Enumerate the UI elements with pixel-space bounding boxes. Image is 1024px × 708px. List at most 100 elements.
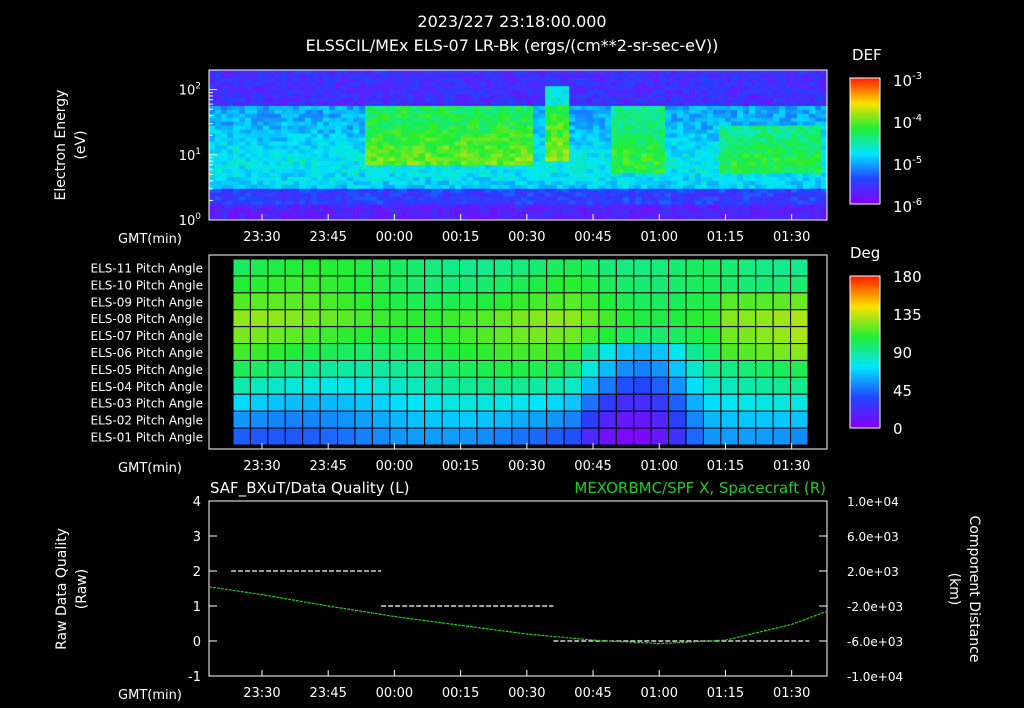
spectrogram-cell: [803, 156, 810, 162]
spectrogram-cell: [233, 152, 240, 158]
spectrogram-cell: [803, 93, 810, 99]
spectrogram-cell: [731, 184, 738, 189]
spectrogram-cell: [245, 176, 252, 181]
spectrogram-cell: [821, 93, 828, 99]
spectrogram-cell: [239, 176, 246, 181]
spectrogram-cell: [479, 109, 486, 114]
spectrogram-cell: [605, 70, 612, 75]
spectrogram-cell: [401, 113, 408, 118]
spectrogram-cell: [815, 109, 822, 114]
spectrogram-cell: [623, 148, 630, 154]
spectrogram-cell: [335, 180, 342, 185]
spectrogram-cell: [527, 196, 534, 201]
spectrogram-cell: [251, 73, 258, 79]
spectrogram-cell: [497, 188, 504, 193]
spectrogram-cell: [389, 156, 396, 162]
pitch-angle-cell: [511, 376, 530, 395]
spectrogram-cell: [653, 125, 660, 130]
spectrogram-cell: [407, 145, 414, 150]
spectrogram-cell: [311, 156, 318, 162]
spectrogram-cell: [497, 97, 504, 102]
spectrogram-cell: [509, 125, 516, 130]
pitch-angle-cell: [284, 359, 304, 378]
spectrogram-cell: [449, 145, 456, 150]
spectrogram-cell: [485, 172, 492, 177]
spectrogram-cell: [233, 145, 240, 150]
pitch-angle-cell: [580, 427, 600, 446]
spectrogram-cell: [629, 156, 636, 162]
spectrogram-cell: [761, 204, 768, 209]
spectrogram-cell: [665, 101, 672, 106]
pitch-angle-cell: [302, 326, 321, 345]
spectrogram-cell: [725, 121, 732, 126]
spectrogram-cell: [497, 133, 504, 138]
spectrogram-cell: [731, 208, 738, 213]
spectrogram-cell: [233, 160, 240, 166]
spectrogram-cell: [497, 176, 504, 181]
spectrogram-cell: [755, 180, 762, 185]
spectrogram-cell: [287, 97, 294, 102]
spectrogram-cell: [605, 97, 612, 102]
spectrogram-cell: [413, 145, 420, 150]
spectrogram-cell: [263, 184, 270, 189]
spectrogram-cell: [257, 168, 264, 174]
spectrogram-cell: [209, 148, 216, 154]
spectrogram-cell: [809, 212, 816, 217]
spectrogram-cell: [467, 141, 474, 146]
spectrogram-cell: [797, 81, 804, 87]
spectrogram-cell: [311, 125, 318, 130]
spectrogram-cell: [557, 172, 564, 177]
spectrogram-cell: [293, 97, 300, 102]
spectrogram-cell: [767, 184, 774, 189]
pitch-angle-cell: [424, 376, 443, 395]
spectrogram-cell: [215, 133, 222, 138]
spectrogram-cell: [485, 208, 492, 213]
spectrogram-cell: [509, 73, 516, 79]
spectrogram-cell: [509, 172, 516, 177]
spectrogram-cell: [737, 109, 744, 114]
spectrogram-cell: [629, 73, 636, 79]
spectrogram-cell: [653, 176, 660, 181]
spectrogram-cell: [683, 184, 690, 189]
spectrogram-cell: [725, 81, 732, 87]
spectrogram-cell: [485, 89, 492, 95]
spectrogram-cell: [335, 133, 342, 138]
spectrogram-cell: [497, 184, 504, 189]
spectrogram-cell: [443, 216, 450, 221]
spectrogram-cell: [263, 85, 270, 91]
spectrogram-cell: [359, 172, 366, 177]
spectrogram-cell: [365, 105, 372, 110]
spectrogram-cell: [803, 85, 810, 91]
spectrogram-cell: [809, 97, 816, 102]
spectrogram-cell: [275, 113, 282, 118]
spectrogram-cell: [809, 141, 816, 146]
spectrogram-cell: [407, 208, 414, 213]
spectrogram-cell: [239, 148, 246, 154]
spectrogram-cell: [359, 141, 366, 146]
spectrogram-cell: [545, 129, 552, 134]
spectrogram-cell: [623, 141, 630, 146]
spectrogram-cell: [701, 212, 708, 217]
spectrogram-cell: [305, 212, 312, 217]
time-tick-label: 00:15: [442, 230, 479, 245]
pitch-angle-cell: [755, 326, 774, 345]
spectrogram-cell: [761, 73, 768, 79]
spectrogram-cell: [617, 81, 624, 87]
spectrogram-cell: [647, 89, 654, 95]
spectrogram-cell: [227, 204, 234, 209]
spectrogram-cell: [647, 180, 654, 185]
spectrogram-cell: [707, 212, 714, 217]
spectrogram-cell: [233, 172, 240, 177]
spectrogram-cell: [401, 121, 408, 126]
spectrogram-cell: [683, 196, 690, 201]
pitch-angle-row-label: ELS-03 Pitch Angle: [91, 397, 203, 411]
spectrogram-cell: [215, 117, 222, 122]
spectrogram-cell: [647, 208, 654, 213]
pitch-angle-cell: [685, 292, 704, 311]
pitch-angle-cell: [511, 309, 530, 328]
spectrogram-cell: [467, 117, 474, 122]
spectrogram-cell: [563, 137, 570, 142]
spectrogram-cell: [629, 77, 636, 83]
pitch-angle-cell: [371, 275, 391, 294]
spectrogram-cell: [431, 216, 438, 221]
